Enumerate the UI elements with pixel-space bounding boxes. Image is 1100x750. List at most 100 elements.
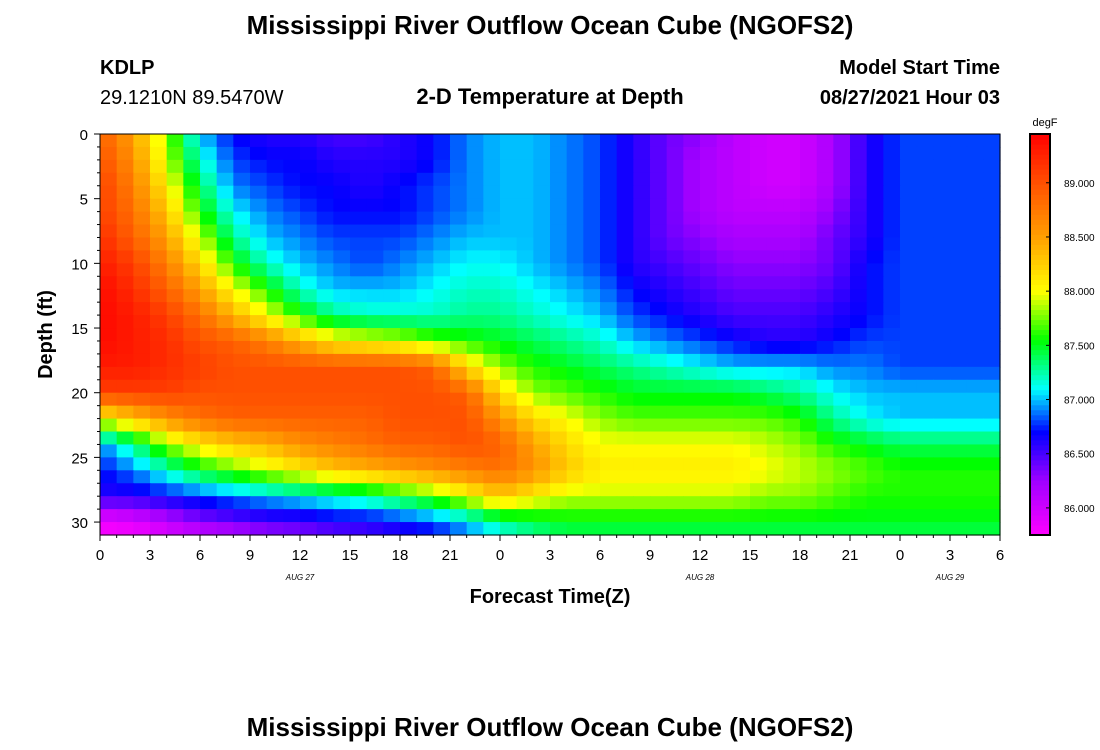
heatmap-cell: [533, 211, 551, 226]
heatmap-cell: [800, 146, 818, 161]
heatmap-cell: [366, 237, 384, 252]
heatmap-cell: [450, 340, 468, 355]
heatmap-cell: [133, 185, 151, 200]
heatmap-cell: [266, 134, 284, 148]
heatmap-cell: [833, 237, 851, 252]
heatmap-cell: [300, 353, 318, 368]
heatmap-cell: [916, 353, 934, 368]
heatmap-cell: [833, 418, 851, 433]
heatmap-cell: [666, 276, 684, 290]
heatmap-cell: [816, 172, 834, 187]
heatmap-cell: [533, 522, 551, 536]
heatmap-cell: [466, 198, 484, 213]
heatmap-cell: [233, 224, 251, 239]
heatmap-cell: [416, 379, 434, 394]
heatmap-cell: [100, 237, 118, 252]
heatmap-cell: [650, 340, 668, 355]
heatmap-cell: [516, 146, 534, 161]
heatmap-cell: [616, 483, 634, 497]
heatmap-cell: [816, 185, 834, 200]
heatmap-cell: [100, 134, 118, 148]
heatmap-cell: [600, 185, 618, 200]
heatmap-cell: [483, 379, 501, 394]
heatmap-cell: [816, 237, 834, 252]
heatmap-cell: [200, 250, 218, 264]
heatmap-cell: [566, 211, 584, 226]
heatmap-cell: [633, 159, 651, 174]
heatmap-cell: [950, 496, 968, 510]
heatmap-cell: [716, 276, 734, 290]
heatmap-cell: [350, 522, 368, 536]
heatmap-cell: [633, 185, 651, 200]
heatmap-cell: [900, 134, 918, 148]
heatmap-cell: [816, 353, 834, 368]
heatmap-cell: [683, 172, 701, 187]
heatmap-cell: [950, 353, 968, 368]
heatmap-cell: [933, 185, 951, 200]
heatmap-cell: [616, 250, 634, 264]
heatmap-cell: [683, 431, 701, 446]
heatmap-cell: [583, 405, 601, 420]
x-tick-label: 12: [692, 547, 709, 564]
heatmap-cell: [700, 302, 718, 316]
heatmap-cell: [600, 146, 618, 161]
heatmap-cell: [800, 340, 818, 355]
heatmap-cell: [916, 328, 934, 342]
heatmap-cell: [466, 276, 484, 290]
heatmap-cell: [750, 483, 768, 497]
heatmap-cell: [883, 405, 901, 420]
heatmap-cell: [666, 134, 684, 148]
heatmap-cell: [133, 431, 151, 446]
heatmap-cell: [983, 418, 1001, 433]
heatmap-cell: [550, 509, 568, 523]
heatmap-cell: [566, 418, 584, 433]
heatmap-cell: [266, 431, 284, 446]
heatmap-cell: [700, 496, 718, 510]
colorbar-segment: [1030, 389, 1050, 396]
heatmap-cell: [716, 340, 734, 355]
heatmap-cell: [700, 172, 718, 187]
heatmap-cell: [366, 159, 384, 174]
heatmap-cell: [333, 483, 351, 497]
heatmap-cell: [466, 379, 484, 394]
heatmap-cell: [933, 522, 951, 536]
heatmap-cell: [933, 470, 951, 484]
heatmap-cell: [100, 457, 118, 471]
heatmap-cell: [883, 172, 901, 187]
heatmap-cell: [683, 522, 701, 536]
heatmap-cell: [583, 418, 601, 433]
heatmap-cell: [483, 134, 501, 148]
heatmap-cell: [583, 172, 601, 187]
heatmap-cell: [250, 509, 268, 523]
heatmap-cell: [416, 224, 434, 239]
heatmap-cell: [816, 405, 834, 420]
heatmap-cell: [650, 470, 668, 484]
heatmap-cell: [466, 134, 484, 148]
heatmap-cell: [616, 444, 634, 458]
heatmap-cell: [166, 146, 184, 161]
heatmap-cell: [983, 185, 1001, 200]
heatmap-cell: [466, 159, 484, 174]
heatmap-cell: [200, 159, 218, 174]
heatmap-cell: [816, 496, 834, 510]
heatmap-cell: [233, 250, 251, 264]
heatmap-cell: [466, 185, 484, 200]
heatmap-cell: [250, 522, 268, 536]
heatmap-cell: [416, 392, 434, 407]
heatmap-cell: [666, 159, 684, 174]
heatmap-cell: [950, 172, 968, 187]
heatmap-cell: [866, 366, 884, 381]
heatmap-cell: [983, 159, 1001, 174]
heatmap-cell: [333, 302, 351, 316]
heatmap-cell: [333, 340, 351, 355]
heatmap-cell: [716, 159, 734, 174]
heatmap-cell: [366, 431, 384, 446]
heatmap-cell: [883, 134, 901, 148]
heatmap-cell: [133, 198, 151, 213]
heatmap-cell: [300, 237, 318, 252]
heatmap-cell: [883, 237, 901, 252]
heatmap-cell: [450, 379, 468, 394]
heatmap-cell: [800, 276, 818, 290]
heatmap-cell: [883, 224, 901, 239]
heatmap-cell: [366, 509, 384, 523]
